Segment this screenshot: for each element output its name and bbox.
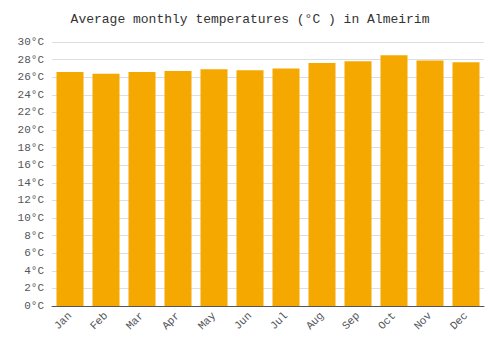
svg-text:14°C: 14°C	[18, 177, 45, 189]
svg-text:30°C: 30°C	[18, 36, 45, 48]
svg-text:0°C: 0°C	[24, 300, 44, 312]
svg-text:May: May	[196, 309, 219, 332]
svg-text:Apr: Apr	[160, 310, 182, 332]
svg-text:Dec: Dec	[448, 310, 470, 332]
svg-text:28°C: 28°C	[18, 54, 45, 66]
svg-text:Oct: Oct	[376, 310, 398, 332]
svg-text:20°C: 20°C	[18, 124, 45, 136]
svg-text:8°C: 8°C	[24, 230, 44, 242]
svg-text:Sep: Sep	[340, 310, 362, 332]
svg-text:22°C: 22°C	[18, 106, 45, 118]
svg-text:Average monthly temperatures (: Average monthly temperatures (°C ) in Al…	[71, 12, 430, 27]
svg-text:4°C: 4°C	[24, 265, 44, 277]
svg-text:10°C: 10°C	[18, 212, 45, 224]
svg-text:Jan: Jan	[52, 310, 74, 332]
svg-text:Nov: Nov	[412, 309, 435, 332]
svg-text:18°C: 18°C	[18, 142, 45, 154]
svg-text:12°C: 12°C	[18, 194, 45, 206]
svg-text:26°C: 26°C	[18, 71, 45, 83]
svg-text:24°C: 24°C	[18, 89, 45, 101]
svg-text:Feb: Feb	[88, 310, 110, 332]
svg-text:Jun: Jun	[232, 310, 254, 332]
svg-text:Jul: Jul	[268, 310, 290, 332]
svg-text:Aug: Aug	[304, 310, 326, 332]
svg-text:16°C: 16°C	[18, 159, 45, 171]
svg-text:2°C: 2°C	[24, 282, 44, 294]
svg-text:Mar: Mar	[124, 310, 146, 332]
svg-text:6°C: 6°C	[24, 247, 44, 259]
